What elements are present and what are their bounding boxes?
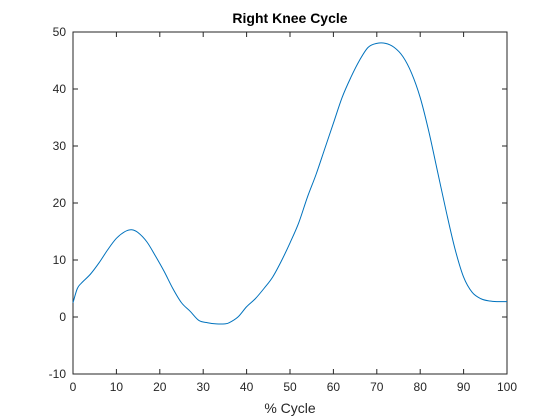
x-tick-label: 10 (110, 380, 124, 394)
plot-box (72, 31, 508, 375)
x-tick-label: 60 (327, 380, 341, 394)
y-tick-label: -10 (49, 367, 67, 381)
y-tick-label: 30 (53, 139, 67, 153)
chart-title: Right Knee Cycle (232, 10, 347, 26)
plot-area (72, 31, 508, 375)
x-tick-label: 50 (283, 380, 297, 394)
x-tick-label: 30 (197, 380, 211, 394)
y-tick-label: 40 (53, 82, 67, 96)
x-axis-label: % Cycle (264, 400, 316, 416)
series-line-0 (72, 42, 508, 325)
x-tick-label: 90 (457, 380, 471, 394)
x-tick-label: 20 (153, 380, 167, 394)
x-tick-label: 40 (240, 380, 254, 394)
y-tick-label: 50 (53, 25, 67, 39)
y-tick-label: 0 (59, 310, 66, 324)
series-layer (72, 42, 508, 325)
y-tick-label: 10 (53, 253, 67, 267)
x-tick-label: 100 (497, 380, 517, 394)
y-tick-label: 20 (53, 196, 67, 210)
x-tick-label: 70 (370, 380, 384, 394)
x-tick-label: 0 (70, 380, 77, 394)
x-tick-label: 80 (414, 380, 428, 394)
